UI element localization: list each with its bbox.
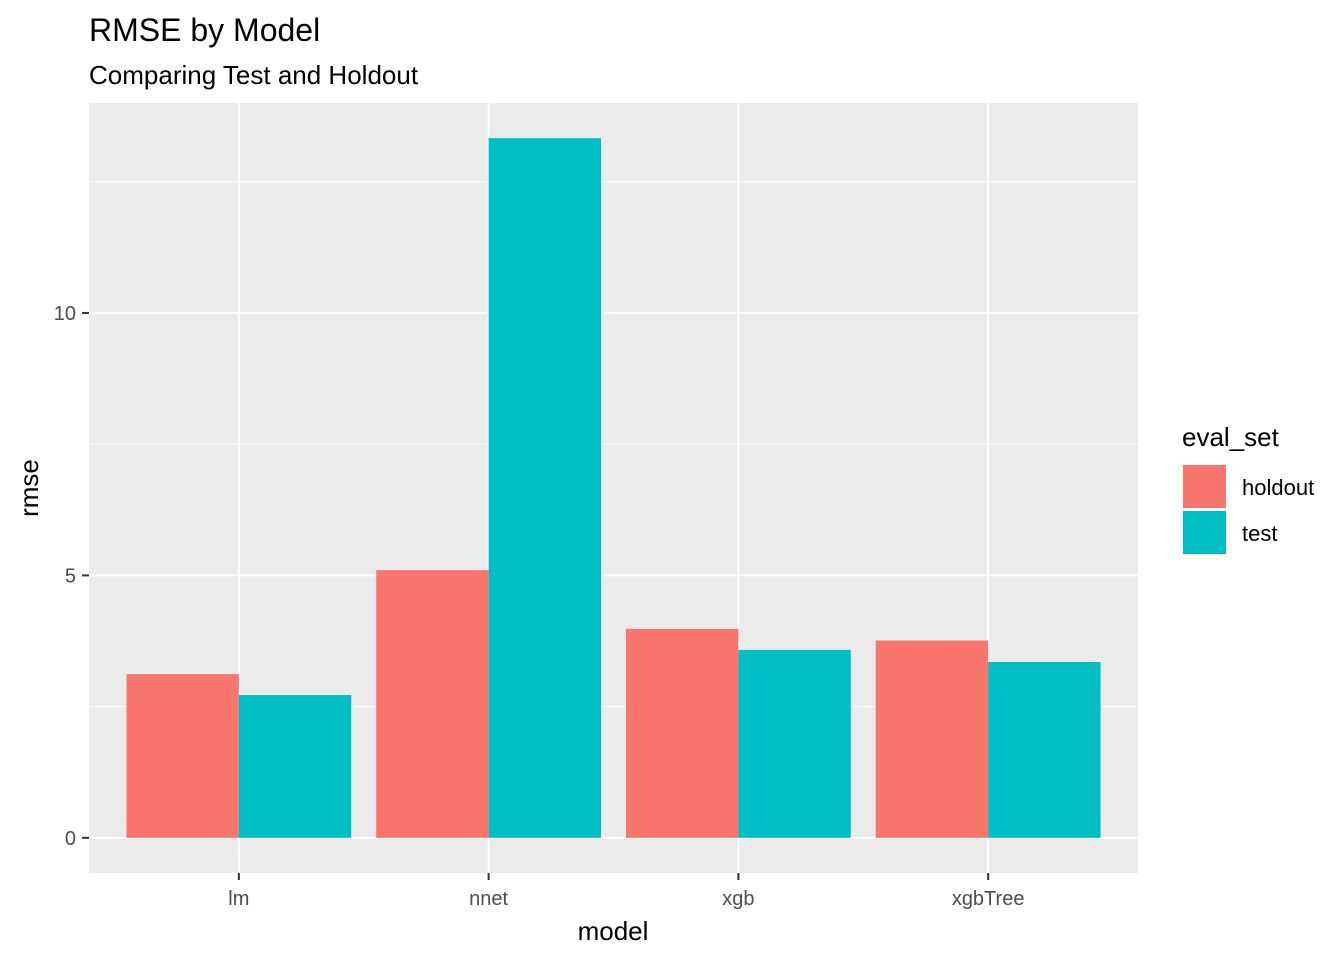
bar-xgb-test [738, 649, 851, 838]
bar-xgbTree-holdout [875, 640, 989, 838]
y-axis-title: rmse [14, 459, 44, 517]
y-axis: 0 5 10 [54, 303, 89, 850]
bar-lm-test [238, 695, 352, 838]
legend-swatch-test [1183, 511, 1226, 554]
x-axis-title: model [578, 916, 649, 946]
chart-title: RMSE by Model [89, 12, 320, 48]
legend-title: eval_set [1182, 422, 1280, 452]
chart-subtitle: Comparing Test and Holdout [89, 60, 419, 90]
bar-nnet-test [488, 138, 602, 838]
legend-label-test: test [1242, 521, 1277, 546]
x-tick-label: xgb [722, 888, 754, 910]
bars [126, 138, 1101, 838]
bar-xgb-holdout [625, 628, 739, 838]
x-tick-label: xgbTree [952, 888, 1025, 910]
x-tick-label: nnet [469, 888, 508, 910]
legend-label-holdout: holdout [1242, 475, 1314, 500]
y-tick-label: 0 [65, 828, 76, 850]
bar-xgbTree-test [988, 661, 1101, 838]
x-tick-label: lm [228, 888, 249, 910]
y-tick-label: 5 [65, 565, 76, 587]
y-tick-label: 10 [54, 303, 76, 325]
bar-lm-holdout [126, 674, 239, 838]
x-axis: lm nnet xgb xgbTree [228, 873, 1024, 910]
legend: eval_set holdout test [1182, 422, 1314, 554]
legend-swatch-holdout [1183, 465, 1226, 508]
bar-nnet-holdout [376, 570, 489, 838]
